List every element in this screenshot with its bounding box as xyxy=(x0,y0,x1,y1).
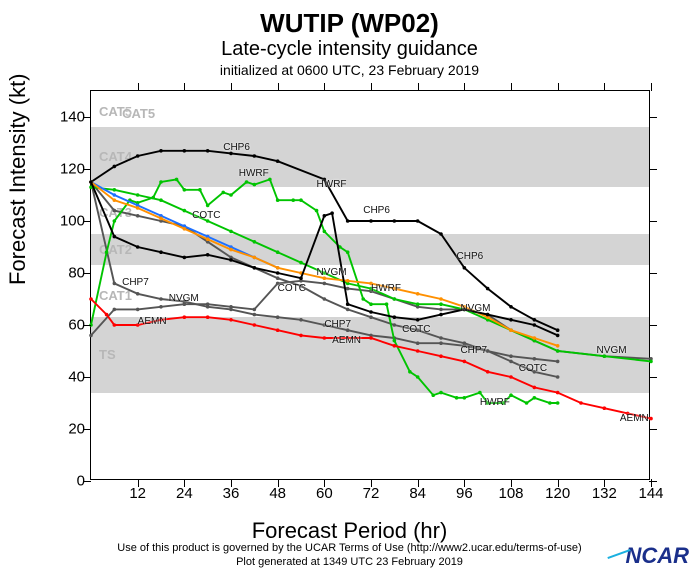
series-label: NVGM xyxy=(317,267,347,278)
series-label: AEMN xyxy=(138,316,167,327)
x-tick-label: 120 xyxy=(545,485,570,502)
series-label: CHP6 xyxy=(363,205,390,216)
y-tick-label: 100 xyxy=(60,213,85,230)
terms-line: Use of this product is governed by the U… xyxy=(0,542,699,554)
x-tick-label: 144 xyxy=(638,485,663,502)
series-label: CHP6 xyxy=(457,251,484,262)
series-label: AEMN xyxy=(332,335,361,346)
series-label: NVGM xyxy=(597,345,627,356)
chart-subtitle: Late-cycle intensity guidance xyxy=(0,38,699,61)
gen-line: Plot generated at 1349 UTC 23 February 2… xyxy=(0,556,699,568)
x-tick-label: 108 xyxy=(498,485,523,502)
x-tick-label: 48 xyxy=(269,485,286,502)
series-label: NVGM xyxy=(460,303,490,314)
x-tick-label: 36 xyxy=(223,485,240,502)
y-tick-label: 120 xyxy=(60,161,85,178)
series-label: COTC xyxy=(278,283,306,294)
y-tick-label: 0 xyxy=(77,473,85,490)
series-label: HWRF xyxy=(480,397,510,408)
series-label: HWRF xyxy=(371,283,401,294)
x-tick-label: 96 xyxy=(456,485,473,502)
series-label: CAT5 xyxy=(122,106,155,121)
x-tick-label: 84 xyxy=(409,485,426,502)
init-line: initialized at 0600 UTC, 23 February 201… xyxy=(0,62,699,78)
series-label: CHP6 xyxy=(223,142,250,153)
series-HWRF xyxy=(91,179,558,403)
series-label: NVGM xyxy=(169,293,199,304)
x-tick-label: 60 xyxy=(316,485,333,502)
y-tick-label: 40 xyxy=(68,369,85,386)
x-tick-label: 12 xyxy=(129,485,146,502)
chart-title: WUTIP (WP02) xyxy=(0,8,699,39)
y-axis-label: Forecast Intensity (kt) xyxy=(5,73,31,285)
plot-area: TSCAT2CAT4CAT1CAT3CAT5 02040608010012014… xyxy=(90,90,650,480)
series-label: HWRF xyxy=(317,179,347,190)
y-tick-label: 60 xyxy=(68,317,85,334)
x-axis-label: Forecast Period (hr) xyxy=(0,518,699,544)
series-label: CHP7 xyxy=(122,277,149,288)
y-tick-label: 20 xyxy=(68,421,85,438)
series-label: COTC xyxy=(192,210,220,221)
series-label: CHP7 xyxy=(324,319,351,330)
series-label: COTC xyxy=(402,324,430,335)
series-label: COTC xyxy=(519,363,547,374)
y-tick-label: 80 xyxy=(68,265,85,282)
figure-root: WUTIP (WP02) Late-cycle intensity guidan… xyxy=(0,0,699,577)
x-tick-label: 72 xyxy=(363,485,380,502)
y-tick-label: 140 xyxy=(60,109,85,126)
ncar-logo: NCAR xyxy=(607,543,689,569)
x-tick-label: 24 xyxy=(176,485,193,502)
x-tick-label: 132 xyxy=(592,485,617,502)
series-label: HWRF xyxy=(239,168,269,179)
series-label: AEMN xyxy=(620,413,649,424)
series-label: CHP7 xyxy=(460,345,487,356)
